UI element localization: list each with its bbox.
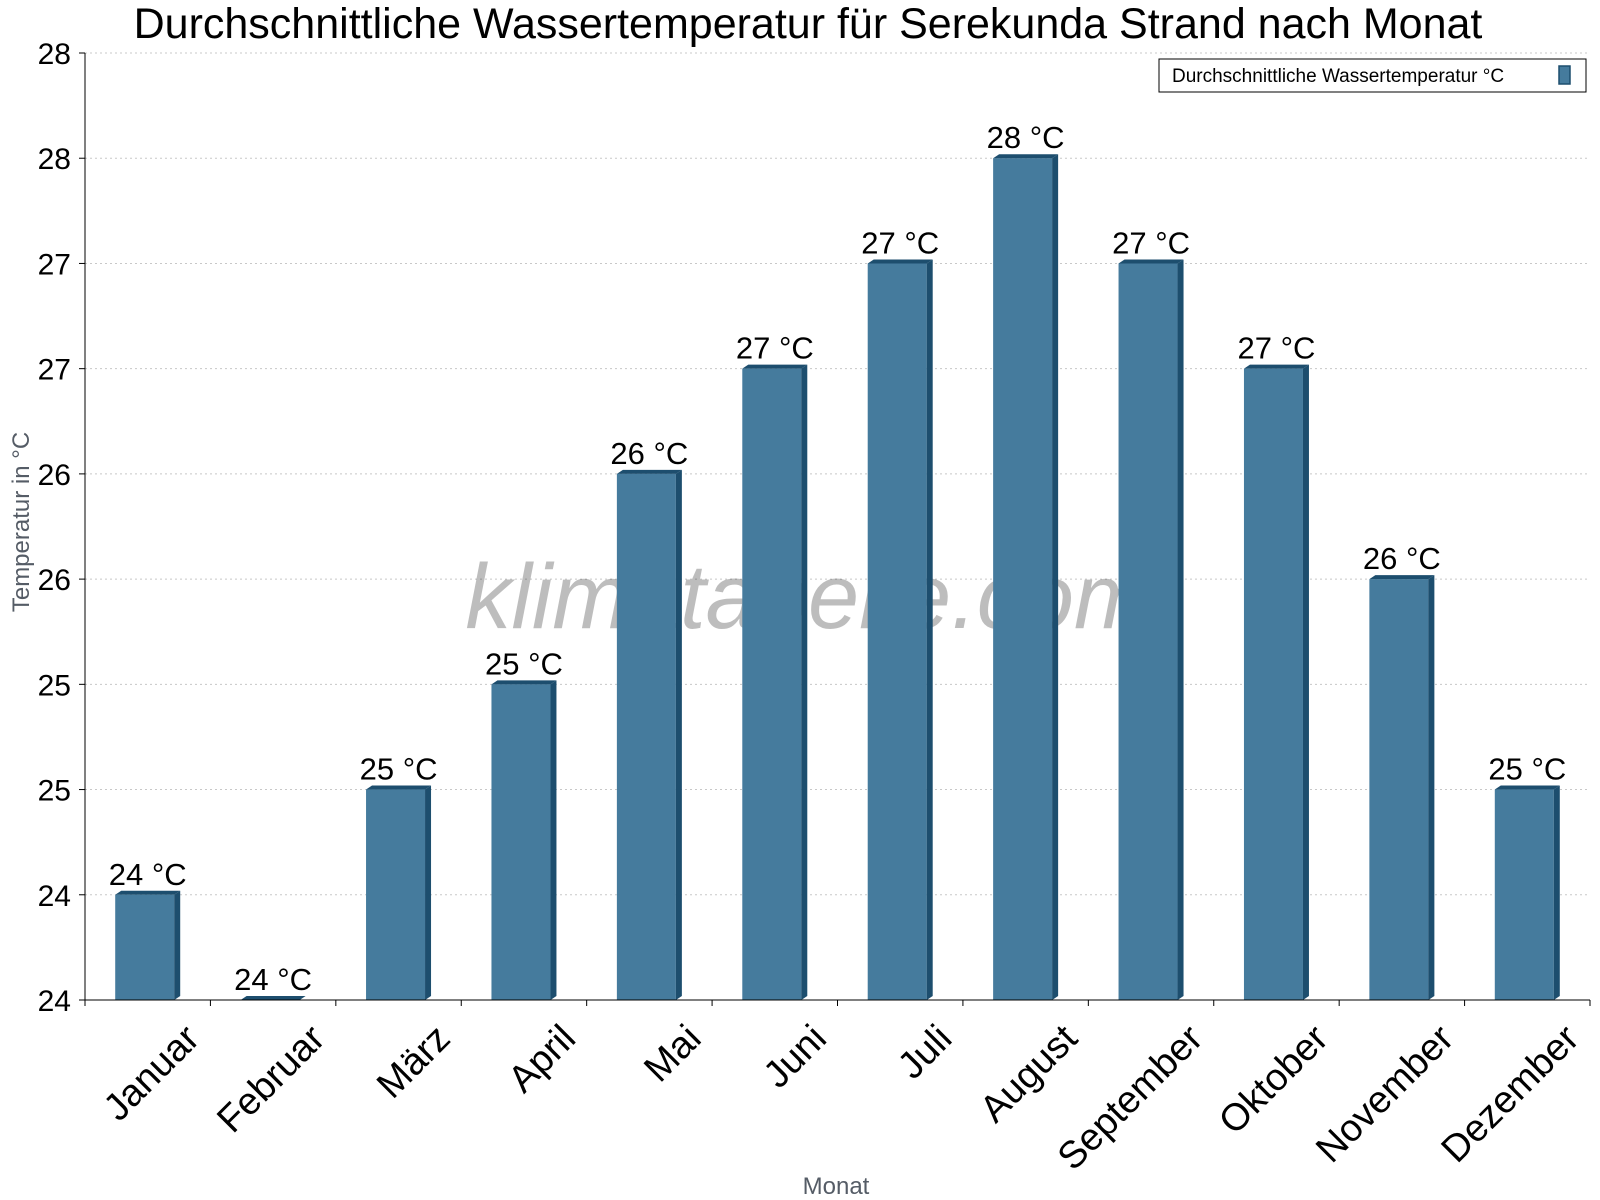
bar-side [1302, 364, 1309, 1001]
bar-face [616, 473, 676, 1000]
bar-top [1243, 364, 1309, 369]
bar-juni [742, 364, 808, 1001]
bar-face [1369, 579, 1429, 1000]
bar-side [1052, 154, 1059, 1000]
bar-face [1494, 789, 1554, 1000]
data-label: 26 °C [610, 436, 688, 471]
y-axis-label: Temperatur in °C [8, 432, 35, 612]
data-label: 25 °C [1488, 752, 1566, 787]
bar-juli [867, 259, 933, 1000]
bar-face [1243, 368, 1303, 1001]
y-tick-label: 27 [38, 248, 71, 281]
bar-top [742, 364, 808, 369]
bar-face [993, 158, 1053, 1000]
bar-side [675, 469, 682, 1000]
data-label: 24 °C [109, 857, 187, 892]
legend: Durchschnittliche Wassertemperatur °C [1158, 58, 1587, 93]
y-tick-label: 24 [38, 985, 71, 1018]
bar-side [801, 364, 808, 1001]
data-label: 24 °C [234, 962, 312, 997]
x-tick-label: Dezember [1434, 1017, 1588, 1171]
bar-top [867, 259, 933, 264]
bar-side [425, 785, 432, 1000]
bar-november [1369, 575, 1435, 1000]
data-label: 28 °C [987, 120, 1065, 155]
x-tick-label: August [972, 1017, 1086, 1131]
y-tick-label: 28 [38, 38, 71, 71]
x-axis-label: Monat [803, 1173, 870, 1200]
x-tick-label: Mai [636, 1017, 709, 1090]
data-label: 27 °C [736, 331, 814, 366]
bar-face [867, 263, 927, 1000]
bar-face [115, 894, 175, 1000]
x-tick-label: Januar [96, 1017, 208, 1129]
y-tick-label: 27 [38, 354, 71, 387]
grid-lines [85, 52, 1590, 896]
data-label: 25 °C [485, 646, 563, 681]
y-tick-label: 24 [38, 880, 71, 913]
x-tick-label: April [501, 1017, 584, 1100]
bar-face [742, 368, 802, 1001]
data-labels: 24 °C 24 °C 25 °C 25 °C 26 °C 27 °C 27 °C 28 °C… [109, 120, 1566, 997]
y-tick-label: 26 [38, 564, 71, 597]
bar-top [993, 154, 1059, 159]
bar-top [1118, 259, 1184, 264]
x-tick-label: Juni [756, 1017, 835, 1096]
bar-märz [366, 785, 432, 1000]
chart-title: Durchschnittliche Wassertemperatur für S… [134, 0, 1483, 48]
legend-swatch [1558, 65, 1571, 85]
data-label: 27 °C [861, 225, 939, 260]
bar-top [240, 996, 306, 1000]
x-tick-label: Juli [890, 1017, 960, 1087]
data-label: 26 °C [1363, 541, 1441, 576]
x-tick-label: März [369, 1017, 458, 1106]
bar-august [993, 154, 1059, 1000]
bar-mai [616, 469, 682, 1000]
bar-side [550, 680, 557, 1000]
bar-side [1553, 785, 1560, 1000]
y-tick-label: 26 [38, 459, 71, 492]
bar-side [1428, 575, 1435, 1000]
bar-april [491, 680, 557, 1000]
data-label: 25 °C [360, 752, 438, 787]
data-label: 27 °C [1112, 225, 1190, 260]
y-tick-label: 28 [38, 143, 71, 176]
bar-side [174, 890, 181, 1000]
bars [115, 154, 1560, 1001]
y-tick-label: 25 [38, 775, 71, 808]
bar-top [491, 680, 557, 685]
bar-face [491, 684, 551, 1000]
y-tick-label: 25 [38, 669, 71, 702]
bar-top [616, 469, 682, 474]
bar-side [1177, 259, 1184, 1000]
bar-januar [115, 890, 181, 1000]
bar-september [1118, 259, 1184, 1000]
bar-face [366, 789, 426, 1000]
bar-top [366, 785, 432, 790]
bar-top [1369, 575, 1435, 580]
bar-face [1118, 263, 1178, 1000]
bar-februar [240, 996, 306, 1000]
bar-oktober [1243, 364, 1309, 1001]
data-label: 27 °C [1238, 331, 1316, 366]
x-tick-label: Februar [209, 1017, 333, 1141]
bar-dezember [1494, 785, 1560, 1000]
legend-label: Durchschnittliche Wassertemperatur °C [1172, 66, 1504, 87]
bar-top [1494, 785, 1560, 790]
x-tick-label: Oktober [1211, 1017, 1337, 1143]
bar-top [115, 890, 181, 895]
bar-side [926, 259, 933, 1000]
legend-box [1158, 58, 1587, 93]
